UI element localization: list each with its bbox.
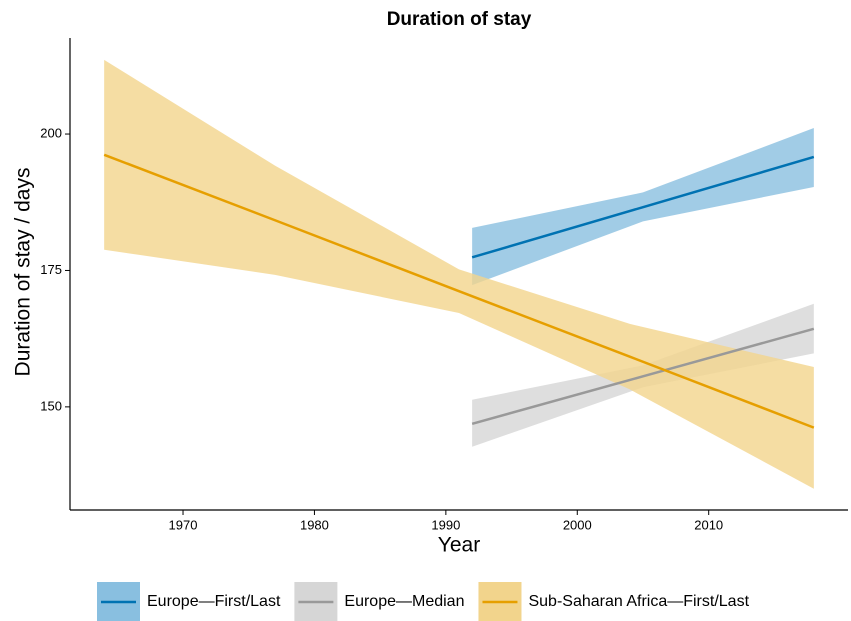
legend-label: Europe—First/Last — [147, 593, 281, 610]
x-tick-label: 1970 — [169, 517, 198, 532]
x-tick-label: 1990 — [431, 517, 460, 532]
y-axis-label: Duration of stay / days — [12, 168, 35, 377]
chart-title: Duration of stay — [387, 9, 532, 30]
x-tick-label: 2010 — [694, 517, 723, 532]
legend-label: Europe—Median — [344, 593, 464, 610]
lines — [103, 153, 815, 429]
legend: Europe—First/Last Europe—Median Sub-Sahara… — [97, 582, 750, 621]
y-tick-label: 175 — [40, 262, 62, 277]
trend-line — [471, 327, 815, 425]
trend-line — [471, 155, 815, 259]
x-tick-label: 2000 — [563, 517, 592, 532]
confidence-band — [104, 59, 814, 489]
legend-label: Sub-Saharan Africa—First/Last — [528, 593, 749, 610]
y-tick-label: 150 — [40, 398, 62, 413]
x-tick-label: 1980 — [300, 517, 329, 532]
bands — [104, 59, 814, 489]
x-axis-label: Year — [438, 534, 480, 557]
y-tick-label: 200 — [40, 125, 62, 140]
trend-line — [103, 153, 815, 429]
